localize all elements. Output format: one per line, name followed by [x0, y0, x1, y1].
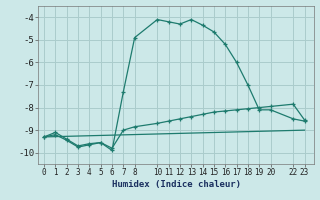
X-axis label: Humidex (Indice chaleur): Humidex (Indice chaleur) [111, 180, 241, 189]
